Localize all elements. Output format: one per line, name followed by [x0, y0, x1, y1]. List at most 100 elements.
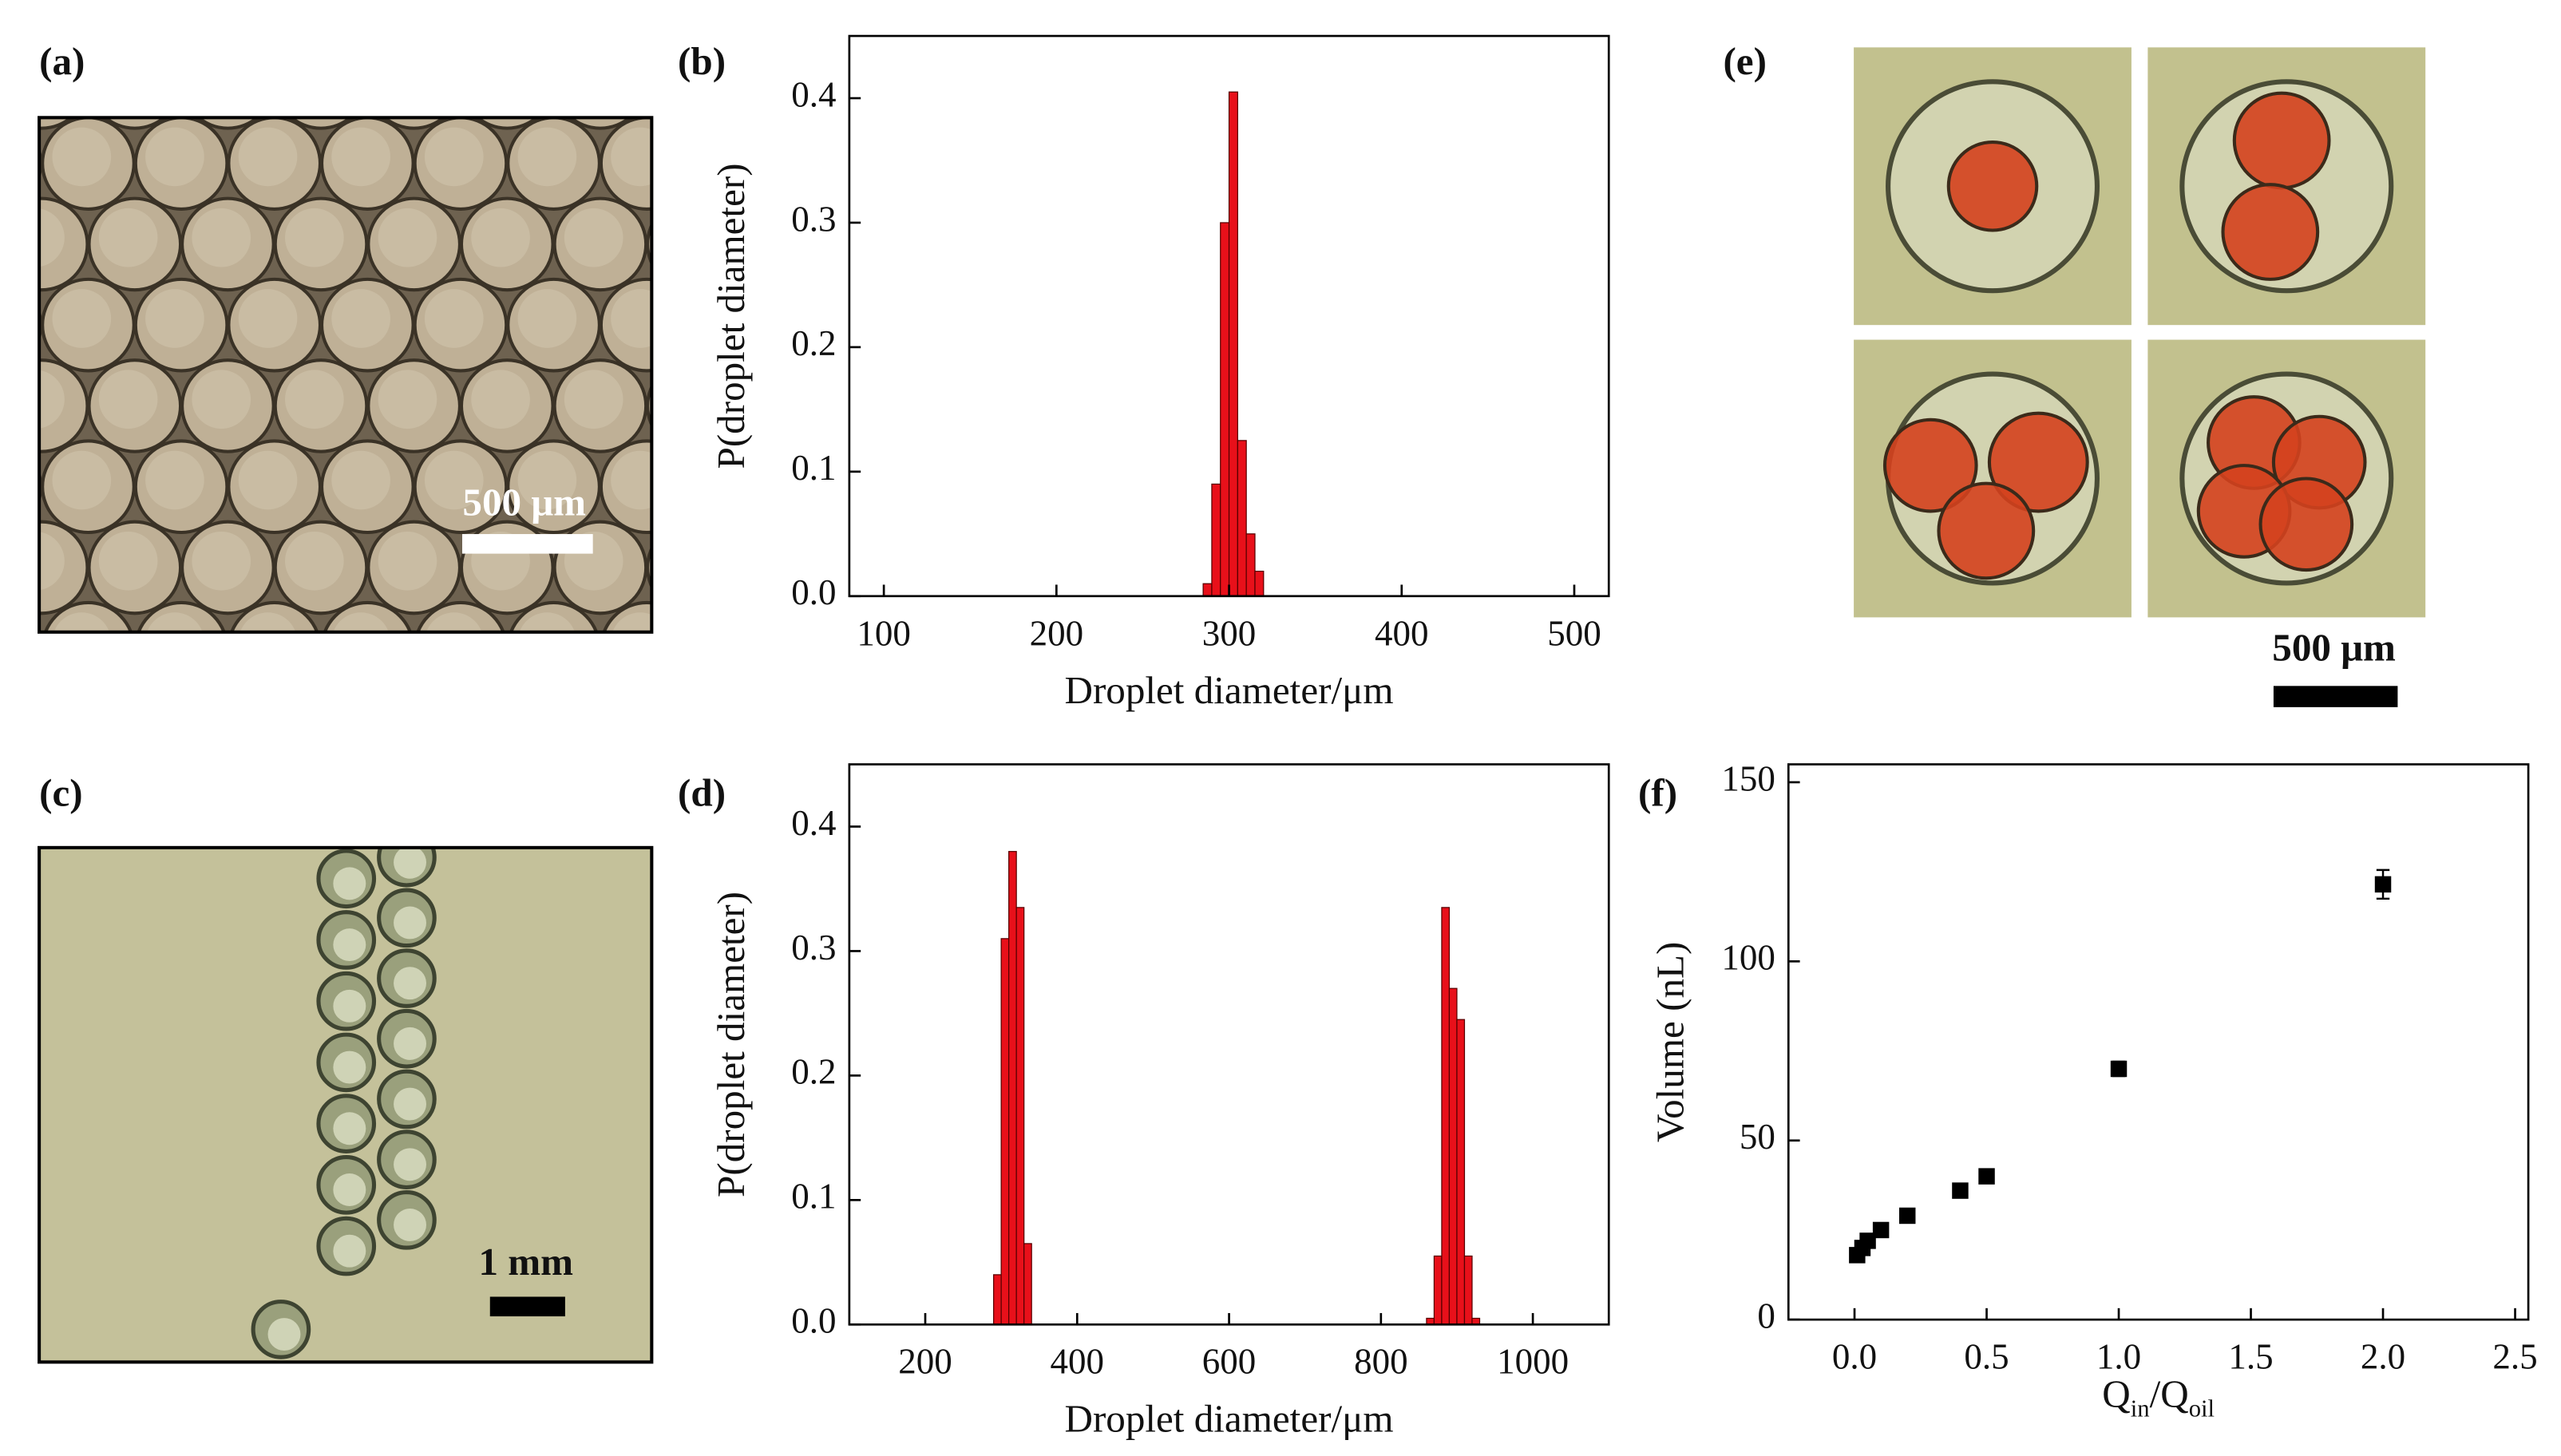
droplet-highlight	[378, 46, 437, 105]
histogram-bar	[1433, 1255, 1443, 1325]
y-tick-label: 50	[1740, 1117, 1775, 1157]
droplet	[39, 117, 73, 130]
point	[2110, 1060, 2128, 1078]
panel-label: (e)	[1723, 39, 1767, 83]
point	[1899, 1207, 1916, 1225]
droplet-highlight	[98, 208, 158, 267]
panel-label: (c)	[39, 771, 83, 815]
droplet-highlight	[611, 450, 652, 510]
x-axis-label-part: in	[2131, 1395, 2150, 1422]
droplet-highlight	[564, 370, 623, 429]
droplet	[39, 469, 43, 504]
droplet	[39, 307, 43, 342]
droplet-highlight	[99, 46, 158, 105]
droplet-highlight	[39, 532, 65, 591]
histogram-bar	[1245, 533, 1256, 597]
y-tick-label: 0.0	[791, 1301, 836, 1341]
droplet-highlight	[378, 370, 437, 429]
droplet-highlight	[844, 208, 903, 267]
droplet-highlight	[844, 46, 903, 105]
inner-core	[1937, 481, 2036, 580]
droplet	[741, 683, 833, 775]
droplet-highlight	[657, 694, 716, 753]
droplet	[475, 117, 540, 130]
panel-label: (f)	[1638, 771, 1677, 815]
droplet-highlight	[333, 1173, 366, 1206]
droplet-highlight	[657, 532, 716, 591]
histogram-bar	[1441, 907, 1451, 1325]
droplet-highlight	[145, 450, 204, 510]
droplet	[833, 360, 925, 452]
droplet	[89, 683, 181, 775]
y-tick-label: 0.2	[791, 1052, 836, 1092]
x-tick-label: 200	[1030, 613, 1084, 653]
droplet-highlight	[333, 1234, 366, 1268]
droplet	[695, 603, 786, 694]
droplet-highlight	[333, 1050, 366, 1084]
scale-bar-label: 1 mm	[478, 1240, 573, 1284]
droplet-highlight	[612, 612, 652, 632]
droplet-highlight	[52, 127, 112, 187]
x-tick-label: 0.0	[1832, 1337, 1877, 1377]
droplet-highlight	[238, 289, 298, 348]
droplet-highlight	[750, 694, 809, 753]
point	[1952, 1182, 1969, 1199]
droplet-highlight	[333, 612, 389, 632]
x-tick-label: 2.0	[2361, 1337, 2405, 1377]
droplet-highlight	[517, 289, 577, 348]
droplet-highlight	[394, 906, 426, 940]
droplet	[555, 683, 647, 775]
droplet	[275, 683, 367, 775]
x-tick-label: 600	[1202, 1342, 1256, 1382]
x-tick-label: 0.5	[1964, 1337, 2009, 1377]
droplets	[251, 847, 437, 1359]
droplet	[741, 360, 833, 452]
droplet	[833, 522, 925, 614]
histogram-bar	[1008, 851, 1017, 1325]
droplet-highlight	[192, 370, 251, 429]
scale-bar-label: 500 μm	[2272, 626, 2396, 670]
histogram-bar	[1023, 1243, 1032, 1325]
droplet-highlight	[267, 1318, 301, 1351]
droplet	[382, 117, 446, 130]
scale-bar	[461, 534, 593, 554]
droplet	[102, 117, 167, 130]
droplet-highlight	[844, 694, 903, 753]
x-axis-label: Droplet diameter/μm	[1064, 668, 1393, 712]
droplet-highlight	[657, 370, 716, 429]
droplet	[833, 683, 925, 775]
droplet	[368, 683, 460, 775]
droplet-highlight	[394, 1087, 426, 1121]
droplet	[787, 117, 879, 209]
x-tick-label: 1.0	[2096, 1337, 2141, 1377]
droplet-highlight	[192, 531, 251, 591]
x-tick-label: 200	[898, 1342, 952, 1382]
droplet-highlight	[52, 450, 112, 510]
droplet-highlight	[0, 612, 18, 671]
droplet-highlight	[844, 370, 903, 429]
droplet	[647, 683, 739, 775]
droplet-highlight	[471, 370, 530, 429]
x-axis-label: Droplet diameter/μm	[1064, 1396, 1393, 1440]
droplet-highlight	[0, 289, 18, 348]
droplet-highlight	[98, 531, 158, 591]
scale-bar	[489, 1296, 565, 1317]
x-tick-label: 500	[1547, 613, 1601, 653]
inner-core	[2221, 183, 2320, 281]
histogram-bar	[1254, 570, 1265, 597]
droplet-highlight	[519, 612, 576, 632]
droplet-highlight	[333, 867, 366, 900]
x-axis-label-part: Q	[2102, 1372, 2130, 1416]
droplet-highlight	[39, 370, 65, 429]
point	[1872, 1221, 1890, 1239]
droplet-highlight	[192, 694, 251, 753]
histogram-bar	[1211, 483, 1221, 597]
scale-bar-label: 500 μm	[462, 481, 586, 524]
droplet-highlight	[285, 370, 344, 429]
droplet-highlight	[471, 208, 530, 267]
droplet-highlight	[333, 1112, 366, 1145]
inner-core	[1987, 411, 2089, 513]
histogram-bar	[1463, 1255, 1473, 1325]
